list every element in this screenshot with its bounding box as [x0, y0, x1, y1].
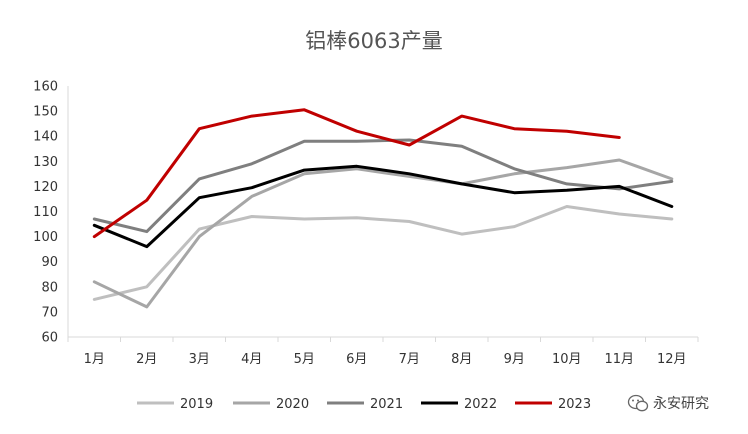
legend-label: 2020 [276, 397, 309, 412]
x-tick-label: 5月 [294, 352, 315, 367]
legend-label: 2022 [464, 397, 497, 412]
x-tick-label: 4月 [241, 352, 262, 367]
legend-item-2020: 2020 [233, 397, 309, 412]
chart-title: 铝棒6063产量 [305, 29, 442, 53]
x-tick-label: 11月 [604, 352, 634, 367]
x-tick-label: 2月 [136, 352, 157, 367]
legend-item-2022: 2022 [421, 397, 497, 412]
series-line-2023 [92, 108, 621, 239]
watermark-text: 永安研究 [653, 396, 709, 412]
series-line-2020 [92, 158, 674, 309]
legend-label: 2021 [370, 397, 403, 412]
series-line-2021 [92, 138, 674, 234]
y-tick-label: 160 [33, 80, 58, 95]
y-tick-label: 60 [41, 331, 58, 346]
y-tick-label: 80 [41, 280, 58, 295]
legend-label: 2019 [180, 397, 213, 412]
x-tick-label: 9月 [504, 352, 525, 367]
y-tick-label: 140 [33, 130, 58, 145]
y-tick-label: 90 [41, 255, 58, 270]
wechat-icon [627, 394, 649, 412]
x-tick-label: 8月 [451, 352, 472, 367]
legend-item-2019: 2019 [137, 397, 213, 412]
y-tick-label: 110 [33, 205, 58, 220]
y-tick-label: 120 [33, 180, 58, 195]
x-tick-label: 6月 [346, 352, 367, 367]
y-tick-label: 70 [41, 305, 58, 320]
chart-plot-area [92, 108, 674, 309]
y-tick-label: 150 [33, 105, 58, 120]
legend-item-2021: 2021 [327, 397, 403, 412]
y-tick-label: 130 [33, 155, 58, 170]
x-tick-label: 12月 [657, 352, 687, 367]
x-tick-label: 1月 [84, 352, 105, 367]
chart-axes: 60 70 80 90 100 110 120 130 140 150 160 1月 2月 3月 4月 5月 6… [33, 80, 699, 367]
series-line-2022 [92, 164, 674, 249]
x-tick-label: 10月 [552, 352, 582, 367]
x-tick-label: 3月 [189, 352, 210, 367]
watermark: 永安研究 [627, 394, 709, 412]
y-tick-label: 100 [33, 230, 58, 245]
legend-item-2023: 2023 [515, 397, 591, 412]
legend-label: 2023 [558, 397, 591, 412]
x-tick-label: 7月 [399, 352, 420, 367]
series-line-2019 [92, 205, 674, 301]
chart-legend: 2019 2020 2021 2022 2023 [137, 397, 591, 412]
